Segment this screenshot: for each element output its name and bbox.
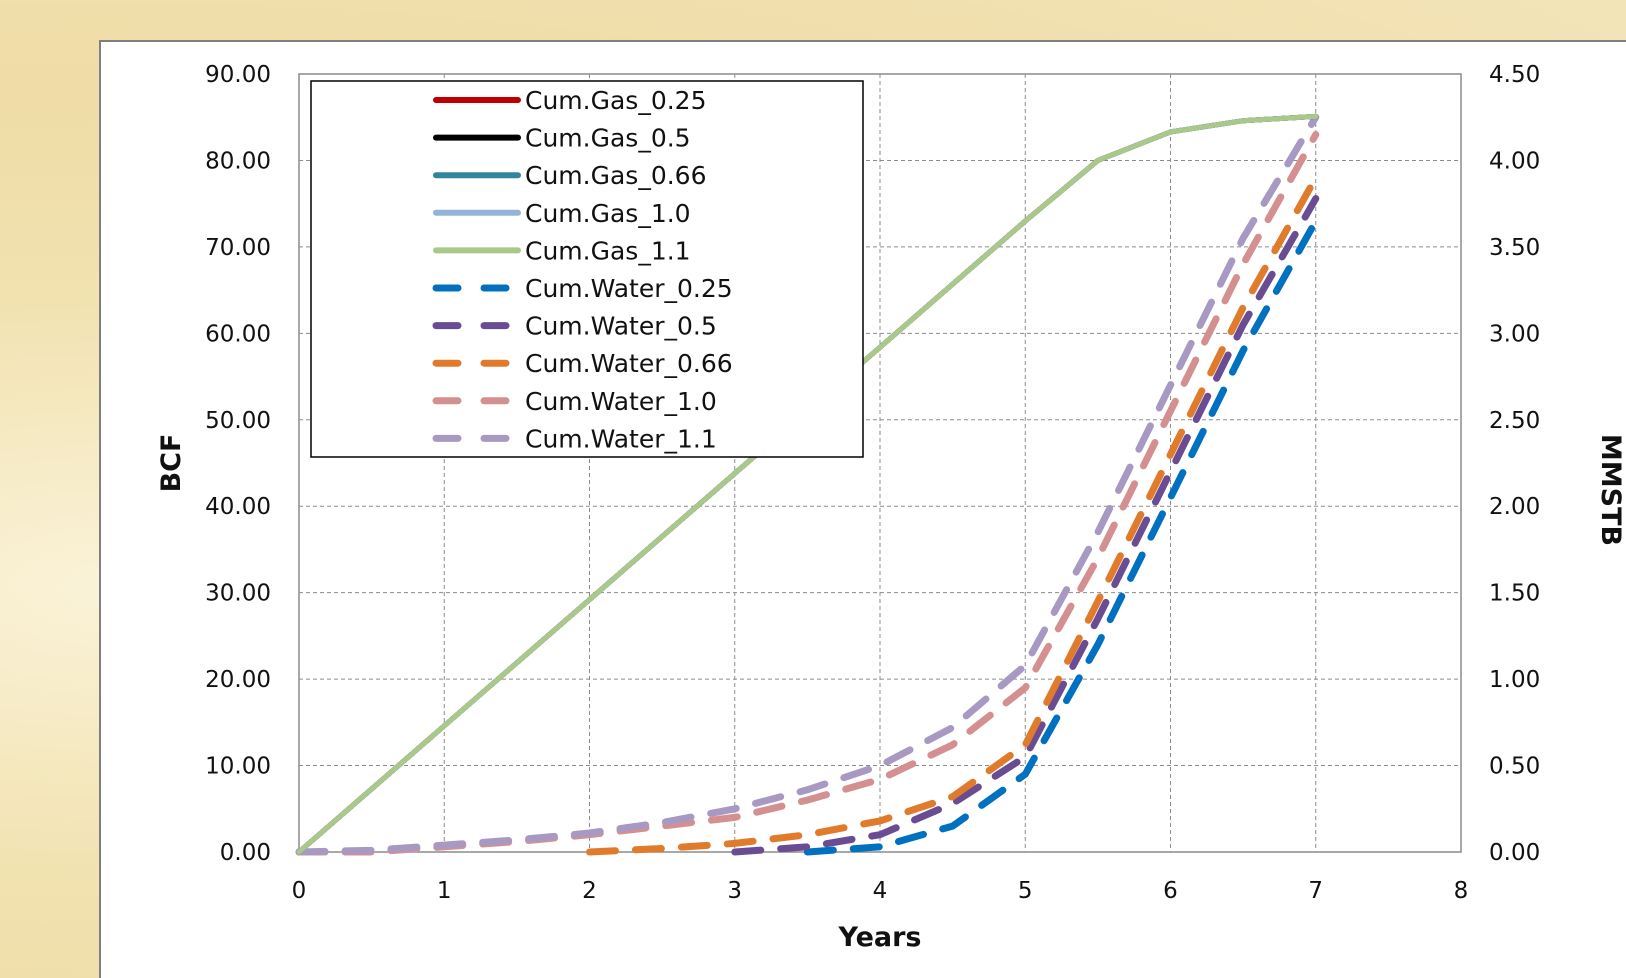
y-tick-label: 20.00 [205, 667, 271, 693]
y-tick-label: 40.00 [205, 494, 271, 520]
series-line [295, 131, 1320, 856]
legend-label: Cum.Water_0.66 [525, 349, 733, 378]
legend-label: Cum.Water_0.5 [525, 312, 717, 341]
legend-label: Cum.Water_1.1 [525, 424, 717, 453]
series-layer [295, 113, 1320, 856]
y-tick-label: 90.00 [205, 62, 271, 88]
y2-tick-label: 4.50 [1489, 62, 1540, 88]
x-tick-label: 7 [1308, 878, 1323, 904]
x-tick-label: 4 [873, 878, 888, 904]
x-tick-label: 6 [1163, 878, 1178, 904]
y2-tick-label: 3.00 [1489, 321, 1540, 347]
y2-tick-label: 1.50 [1489, 581, 1540, 607]
legend-items: Cum.Gas_0.25 Cum.Gas_0.5 Cum.Gas_0.66 Cum.G… [432, 86, 733, 453]
y-tick-label: 30.00 [205, 581, 271, 607]
series-line [586, 174, 1320, 856]
x-tick-label: 0 [292, 878, 307, 904]
x-tick-label: 8 [1454, 878, 1469, 904]
y2-tick-label: 4.00 [1489, 148, 1540, 174]
y2-tick-label: 0.50 [1489, 754, 1540, 780]
y2-tick-label: 2.00 [1489, 494, 1540, 520]
x-tick-label: 5 [1018, 878, 1033, 904]
legend-label: Cum.Water_0.25 [525, 274, 733, 303]
y2-axis-title: MMSTB [1595, 434, 1626, 546]
y2-tick-label: 0.00 [1489, 840, 1540, 866]
x-axis-title: Years [838, 922, 922, 953]
x-tick-label: 2 [582, 878, 597, 904]
legend-label: Cum.Water_1.0 [525, 387, 717, 416]
legend: Cum.Gas_0.25 Cum.Gas_0.5 Cum.Gas_0.66 Cum.G… [310, 80, 864, 458]
x-tick-label: 3 [727, 878, 742, 904]
legend-label: Cum.Gas_1.0 [525, 199, 691, 228]
y-axis-title: BCF [156, 434, 187, 493]
y-tick-label: 70.00 [205, 235, 271, 261]
series-line [803, 217, 1320, 856]
y2-tick-label: 1.00 [1489, 667, 1540, 693]
y-tick-label: 10.00 [205, 754, 271, 780]
legend-label: Cum.Gas_0.66 [525, 161, 706, 190]
y2-tick-label: 3.50 [1489, 235, 1540, 261]
y-tick-label: 80.00 [205, 148, 271, 174]
series-line [295, 113, 1320, 856]
series-line [731, 195, 1320, 856]
legend-label: Cum.Gas_0.25 [525, 86, 706, 115]
legend-label: Cum.Gas_0.5 [525, 124, 691, 153]
series-line [296, 113, 1319, 855]
tick-labels: 0 1 2 3 4 5 6 7 80.0010.0020.0030.0040.0050.0060… [205, 62, 1540, 904]
y-tick-label: 0.00 [220, 840, 271, 866]
x-tick-label: 1 [437, 878, 452, 904]
legend-label: Cum.Gas_1.1 [525, 236, 691, 265]
y-tick-label: 50.00 [205, 408, 271, 434]
y-tick-label: 60.00 [205, 321, 271, 347]
y2-tick-label: 2.50 [1489, 408, 1540, 434]
legend-box [310, 80, 864, 458]
grid-lines [299, 74, 1461, 852]
